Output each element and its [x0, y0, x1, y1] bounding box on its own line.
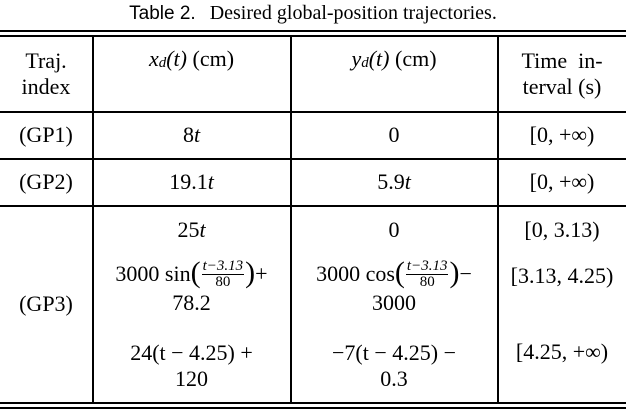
- bottom-rule-1: [0, 402, 626, 404]
- gp3-s3-x: 24(t − 4.25) + 120: [93, 336, 290, 396]
- gp2-y-var: t: [404, 169, 411, 194]
- gp2-index: (GP2): [19, 169, 73, 194]
- gp3-s2-y-pre: 3000 cos: [316, 261, 395, 286]
- gp2-y-num: 5.9: [377, 169, 405, 194]
- gp3-s2-y-frac-num: t−3.13: [405, 257, 449, 275]
- gp3-s2-y-frac: t−3.13 80: [405, 257, 449, 290]
- header-traj-index: Traj. index: [0, 38, 92, 110]
- header-x-sub: d: [158, 55, 167, 71]
- header-time-interval: Time in- terval (s): [498, 38, 626, 110]
- gp2-interval: [0, +∞): [529, 169, 595, 194]
- gp2-y: 5.9 t: [291, 159, 497, 205]
- gp1-x-num: 8: [182, 122, 194, 147]
- header-time-line1: Time in-: [521, 48, 603, 73]
- gp2-x: 19.1 t: [93, 159, 290, 205]
- header-y-var: y: [351, 46, 362, 71]
- gp3-s2-x-frac-den: 80: [215, 273, 231, 290]
- header-xd: x d (t) (cm): [93, 38, 290, 80]
- top-rule-1: [0, 30, 626, 32]
- gp3-s3-interval: [4.25, +∞): [515, 339, 609, 364]
- col-rule-3: [497, 36, 499, 402]
- header-y-arg: (t): [368, 46, 390, 71]
- gp2-x-num: 19.1: [169, 169, 208, 194]
- header-x-arg: (t): [166, 46, 187, 71]
- gp3-s2-x: 3000 sin(t−3.13 80) + 78.2: [93, 254, 290, 320]
- bottom-rule-2: [0, 407, 626, 409]
- gp3-s1-x-num: 25: [177, 217, 200, 242]
- gp3-s2-y-frac-den: 80: [419, 273, 435, 290]
- header-traj-line1: Traj.: [25, 48, 67, 73]
- header-x-var: x: [148, 46, 159, 71]
- gp3-s3-y-line1: −7(t − 4.25) −: [332, 340, 456, 365]
- row-rule-2: [0, 205, 626, 207]
- gp3-s2-x-frac-num: t−3.13: [201, 257, 245, 275]
- header-time-line2: terval (s): [522, 74, 602, 99]
- gp3-s2-x-line2: 78.2: [172, 289, 211, 315]
- gp3-s3-y: −7(t − 4.25) − 0.3: [291, 336, 497, 396]
- gp3-s2-x-line1: 3000 sin(t−3.13 80) +: [115, 256, 268, 290]
- gp1-interval: [0, +∞): [529, 122, 595, 147]
- gp1-x-var: t: [193, 122, 201, 147]
- gp3-s1-x: 25 t: [93, 210, 290, 250]
- header-y-sub: d: [361, 55, 369, 71]
- gp3-s2-interval: [3.13, 4.25): [510, 263, 614, 288]
- header-rule: [0, 111, 626, 113]
- table-caption: Table 2. Desired global-position trajecto…: [0, 0, 626, 26]
- caption-label: Table 2.: [129, 3, 196, 24]
- gp2-x-var: t: [207, 169, 214, 194]
- gp3-s1-interval: [0, 3.13): [524, 217, 600, 242]
- gp3-s2-x-pre: 3000 sin: [115, 261, 191, 286]
- header-traj-line2: index: [21, 74, 71, 99]
- gp3-s3-y-line2: 0.3: [380, 366, 408, 391]
- gp3-index: (GP3): [19, 291, 73, 316]
- header-y-unit: (cm): [395, 46, 437, 71]
- header-yd: y d (t) (cm): [291, 38, 497, 80]
- header-x-unit: (cm): [192, 46, 235, 71]
- gp3-s2-x-post: +: [255, 261, 268, 286]
- col-rule-2: [290, 36, 292, 402]
- col-rule-1: [92, 36, 94, 402]
- gp3-s2-x-frac: t−3.13 80: [201, 257, 245, 290]
- top-rule-2: [0, 35, 626, 37]
- gp3-s3-x-line2: 120: [175, 366, 208, 391]
- gp3-s2-y-post: −: [459, 261, 472, 286]
- caption-text: Desired global-position trajectories.: [209, 2, 497, 24]
- gp3-s3-x-line1: 24(t − 4.25) +: [130, 340, 253, 365]
- gp3-s1-x-var: t: [199, 217, 206, 242]
- gp3-s2-y-line2: 3000: [372, 289, 416, 315]
- gp1-y: 0: [388, 122, 400, 147]
- row-rule-1: [0, 158, 626, 160]
- gp3-s2-y: 3000 cos(t−3.13 80) − 3000: [291, 254, 497, 320]
- gp3-s2-y-line1: 3000 cos(t−3.13 80) −: [316, 256, 472, 290]
- gp1-index: (GP1): [19, 122, 73, 147]
- gp3-s1-y: 0: [388, 217, 400, 242]
